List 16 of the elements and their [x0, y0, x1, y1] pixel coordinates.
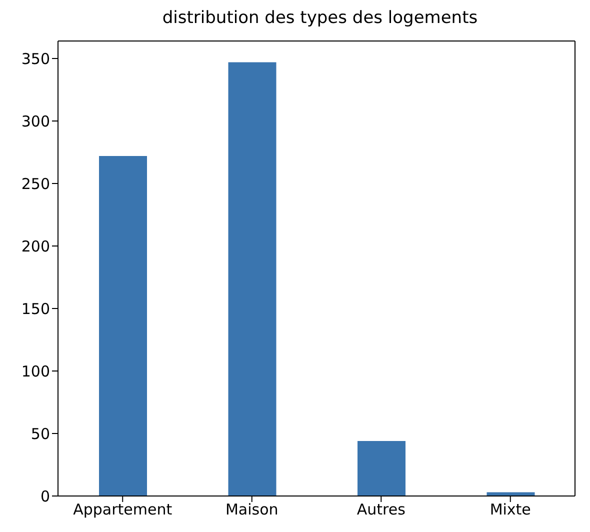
y-tick-label: 0: [40, 487, 50, 506]
y-tick-label: 350: [21, 50, 50, 68]
chart-title: distribution des types des logements: [161, 8, 479, 28]
y-tick-label: 300: [21, 112, 50, 130]
bar: [228, 62, 276, 496]
y-tick-label: 200: [21, 237, 50, 256]
x-tick-label: Appartement: [73, 500, 172, 519]
x-tick-label: Mixte: [490, 500, 531, 519]
y-tick-label: 150: [21, 300, 50, 318]
bar: [99, 156, 147, 496]
y-tick-label: 50: [30, 424, 50, 443]
y-tick-label: 100: [21, 362, 50, 380]
y-tick-label: 250: [21, 174, 50, 193]
x-tick-label: Maison: [225, 500, 278, 519]
x-tick-label: Autres: [356, 500, 406, 519]
bar: [358, 441, 406, 496]
